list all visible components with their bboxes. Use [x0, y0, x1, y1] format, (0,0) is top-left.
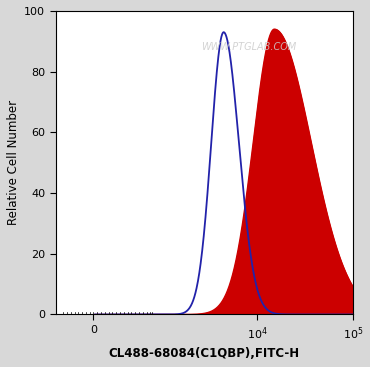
X-axis label: CL488-68084(C1QBP),FITC-H: CL488-68084(C1QBP),FITC-H — [109, 347, 300, 360]
Y-axis label: Relative Cell Number: Relative Cell Number — [7, 100, 20, 225]
Text: WWW.PTGLAB.COM: WWW.PTGLAB.COM — [201, 42, 296, 52]
